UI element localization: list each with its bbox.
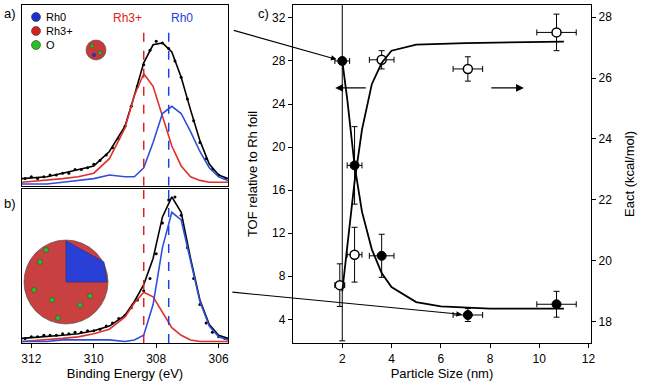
svg-text:c): c) — [258, 6, 269, 21]
svg-text:2: 2 — [339, 352, 346, 366]
svg-text:a): a) — [4, 6, 16, 21]
svg-text:Particle Size (nm): Particle Size (nm) — [391, 366, 494, 381]
svg-text:24: 24 — [272, 97, 286, 111]
svg-text:22: 22 — [599, 193, 613, 207]
svg-text:12: 12 — [582, 352, 596, 366]
svg-text:24: 24 — [599, 132, 613, 146]
svg-text:8: 8 — [487, 352, 494, 366]
svg-text:Rh3+: Rh3+ — [46, 25, 73, 37]
svg-text:8: 8 — [279, 269, 286, 283]
svg-text:16: 16 — [272, 183, 286, 197]
svg-text:Binding Energy (eV): Binding Energy (eV) — [67, 366, 183, 381]
svg-text:4: 4 — [388, 352, 395, 366]
svg-text:18: 18 — [599, 315, 613, 329]
svg-text:6: 6 — [437, 352, 444, 366]
svg-text:10: 10 — [533, 352, 547, 366]
svg-text:TOF relative to Rh foil: TOF relative to Rh foil — [245, 111, 260, 237]
svg-text:306: 306 — [209, 352, 229, 366]
svg-text:312: 312 — [21, 352, 41, 366]
svg-text:Rh3+: Rh3+ — [113, 11, 142, 25]
svg-text:O: O — [46, 39, 55, 51]
svg-text:308: 308 — [146, 352, 166, 366]
svg-text:28: 28 — [599, 10, 613, 24]
svg-text:20: 20 — [599, 254, 613, 268]
svg-text:b): b) — [4, 196, 16, 211]
svg-text:4: 4 — [279, 313, 286, 327]
svg-text:Rh0: Rh0 — [171, 11, 193, 25]
svg-text:26: 26 — [599, 71, 613, 85]
svg-text:12: 12 — [272, 226, 286, 240]
svg-text:310: 310 — [84, 352, 104, 366]
svg-text:20: 20 — [272, 140, 286, 154]
svg-text:Eact (kcal/mol): Eact (kcal/mol) — [622, 131, 637, 217]
svg-text:Rh0: Rh0 — [46, 11, 66, 23]
svg-text:28: 28 — [272, 54, 286, 68]
svg-text:32: 32 — [272, 11, 286, 25]
